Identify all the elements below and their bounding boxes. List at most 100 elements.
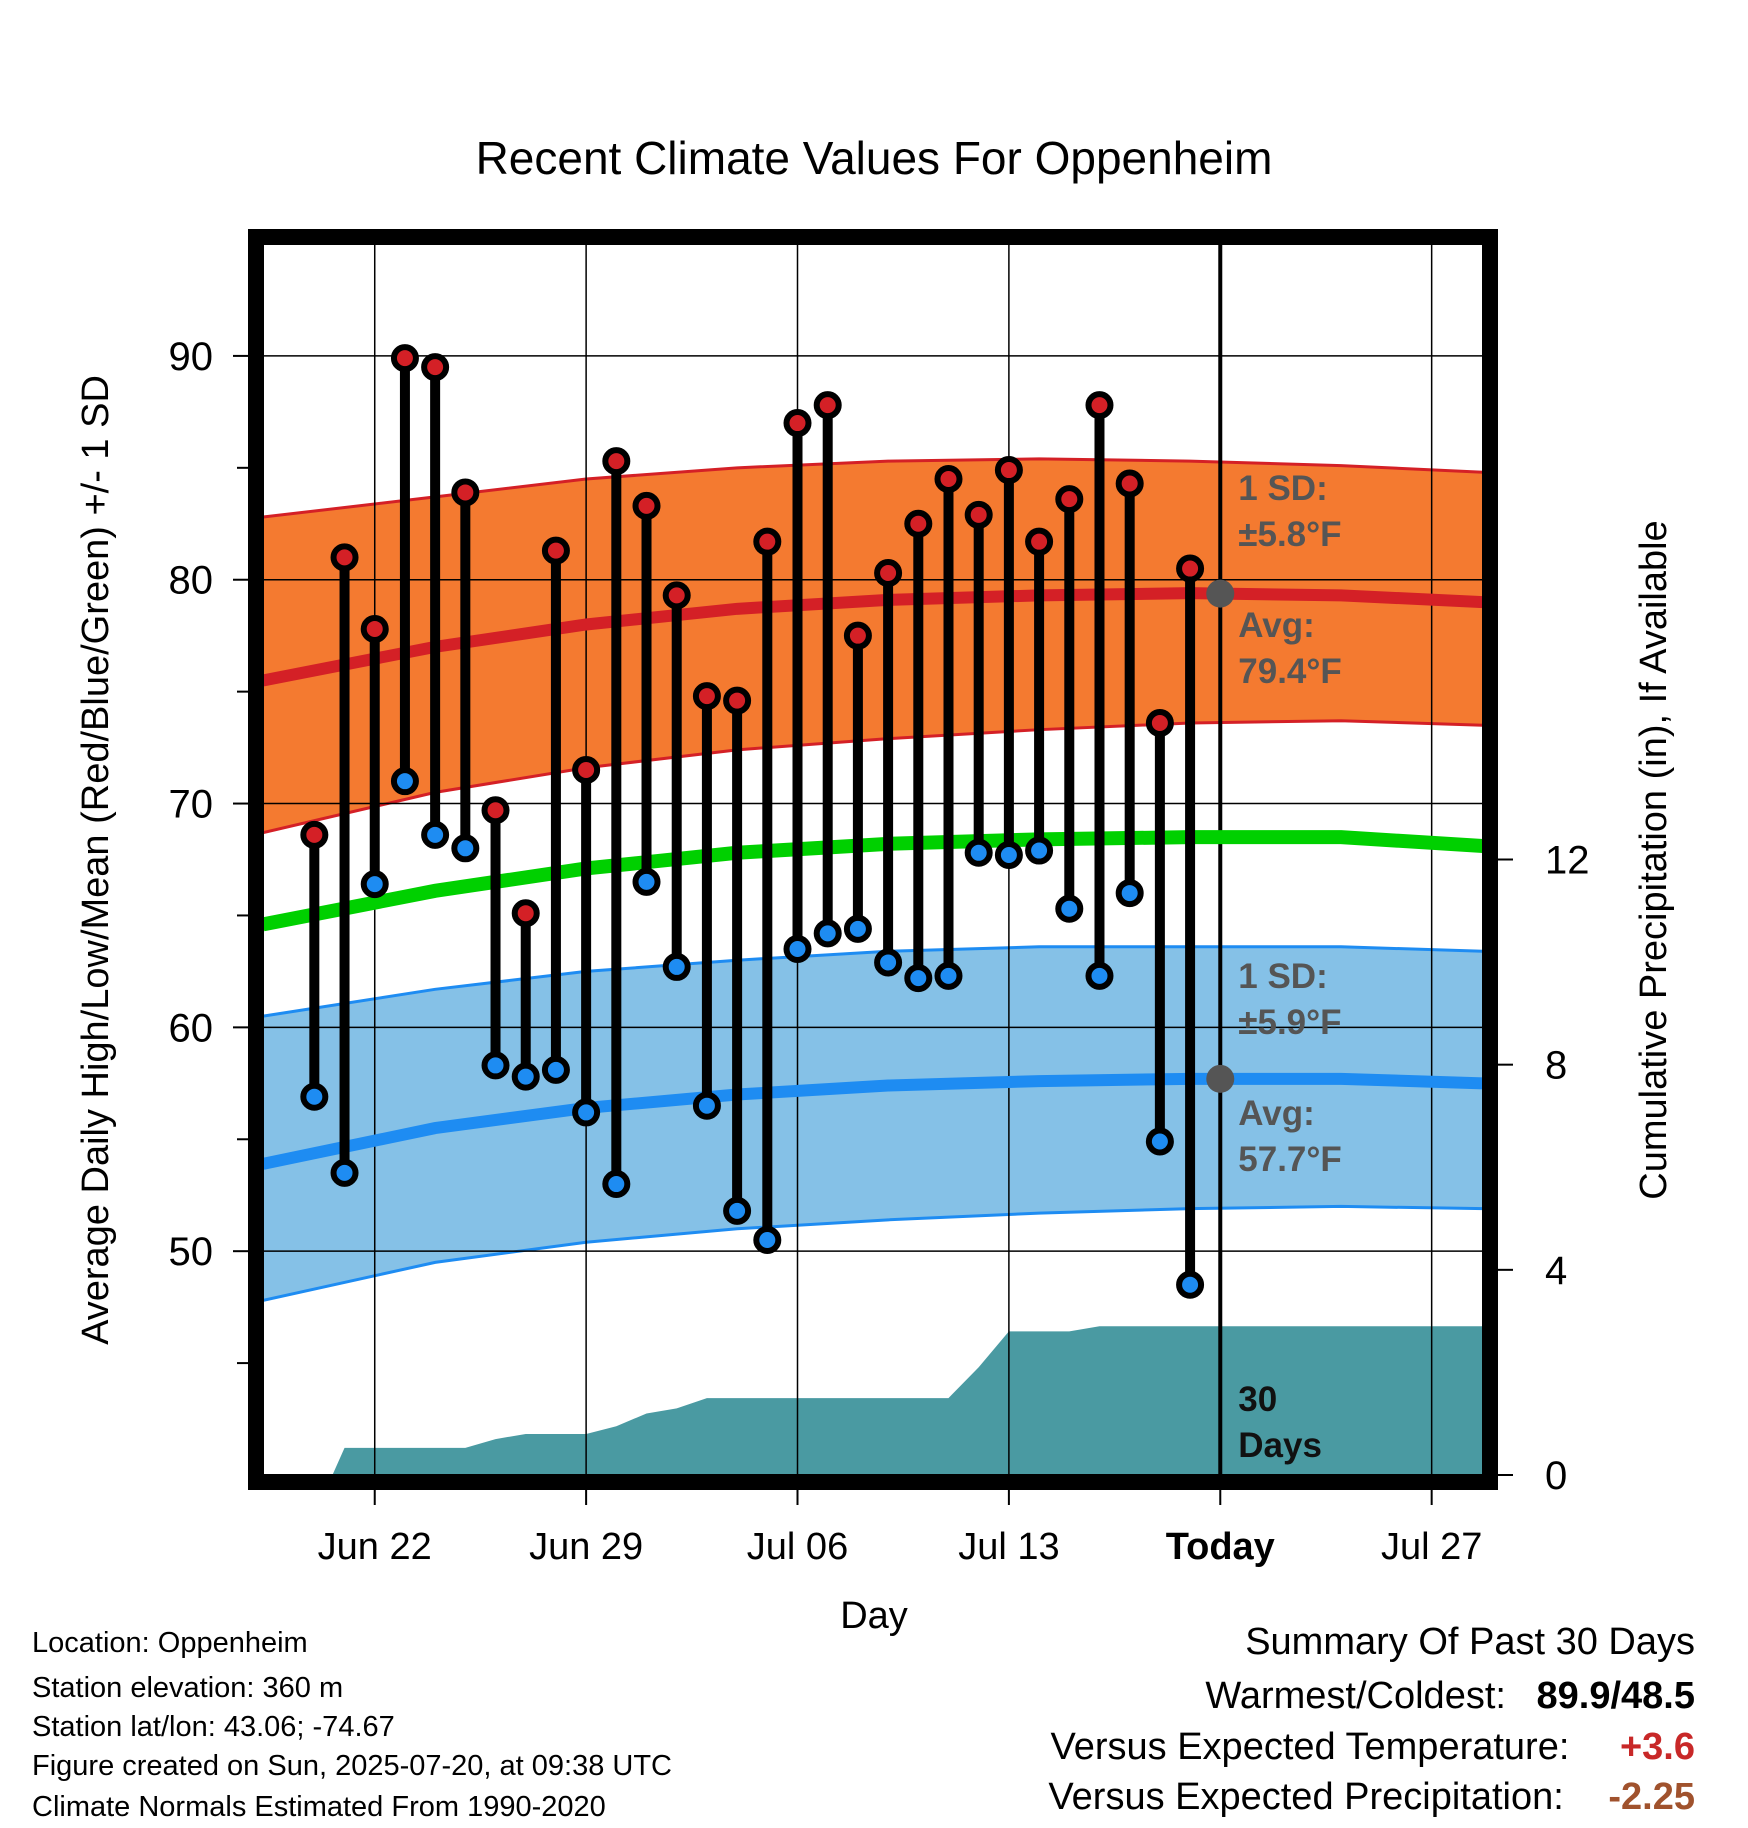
x-tick-label: Jun 22: [318, 1526, 432, 1568]
summary-heading-text: Summary Of Past 30 Days: [1245, 1621, 1695, 1663]
annotation-low-sd-value: ±5.9°F: [1238, 1003, 1341, 1042]
obs-low-dot: [1176, 1270, 1205, 1299]
obs-low-dot: [602, 1170, 631, 1199]
summary-temp: Versus Expected Temperature: +3.6: [1050, 1728, 1695, 1766]
obs-low-dot: [874, 948, 903, 977]
obs-high-dot: [964, 500, 993, 529]
obs-low-dot: [843, 914, 872, 943]
obs-low-dot: [511, 1062, 540, 1091]
obs-high-dot: [874, 559, 903, 588]
annotation-low-avg-value: 57.7°F: [1238, 1140, 1342, 1179]
obs-high-dot: [662, 581, 691, 610]
obs-high-dot: [572, 755, 601, 784]
obs-high-dot: [1055, 485, 1084, 514]
obs-low-dot: [572, 1098, 601, 1127]
x-tick-label: Jul 27: [1381, 1526, 1482, 1568]
annotation-low-avg-label: Avg:: [1238, 1094, 1314, 1133]
info-normals: Climate Normals Estimated From 1990-2020: [32, 1791, 606, 1823]
obs-low-dot: [904, 964, 933, 993]
obs-low-dot: [813, 919, 842, 948]
obs-low-dot: [330, 1158, 359, 1187]
obs-high-dot: [934, 465, 963, 494]
temp-value: +3.6: [1619, 1726, 1695, 1768]
obs-high-dot: [300, 820, 329, 849]
obs-low-dot: [753, 1225, 782, 1254]
obs-low-dot: [1145, 1127, 1174, 1156]
obs-low-dot: [541, 1055, 570, 1084]
plot-area: 1 SD: ±5.8°F Avg: 79.4°F 1 SD: ±5.9°F Avg: 57.7…: [169, 229, 1590, 1568]
x-tick-label: Jul 06: [747, 1526, 848, 1568]
obs-low-dot: [300, 1082, 329, 1111]
info-created: Figure created on Sun, 2025-07-20, at 09…: [32, 1750, 672, 1782]
info-location: Location: Oppenheim: [32, 1627, 308, 1659]
obs-high-dot: [692, 682, 721, 711]
obs-high-dot: [330, 543, 359, 572]
x-tick-label: Today: [1166, 1526, 1275, 1568]
obs-low-dot: [390, 767, 419, 796]
obs-low-dot: [783, 935, 812, 964]
info-elevation: Station elevation: 360 m: [32, 1672, 344, 1704]
low-sd-band: [263, 946, 1483, 1301]
obs-low-dot: [964, 838, 993, 867]
obs-high-dot: [1176, 554, 1205, 583]
annotation-days-count: 30: [1238, 1380, 1277, 1419]
obs-high-dot: [1085, 391, 1114, 420]
obs-high-dot: [481, 796, 510, 825]
y-tick-label: 50: [169, 1230, 214, 1274]
obs-high-dot: [1145, 708, 1174, 737]
x-tick-label: Jul 13: [958, 1526, 1059, 1568]
precip-area: [332, 1326, 1483, 1475]
summary-heading: Summary Of Past 30 Days: [1245, 1623, 1695, 1661]
obs-high-dot: [390, 344, 419, 373]
obs-low-dot: [934, 961, 963, 990]
y2-axis-label: Cumulative Precipitation (in), If Availa…: [1633, 520, 1675, 1199]
y-tick-label: 70: [169, 783, 214, 827]
obs-high-dot: [904, 509, 933, 538]
today-high-avg-marker: [1206, 579, 1235, 608]
y-tick-label: 80: [169, 559, 214, 603]
obs-high-dot: [843, 621, 872, 650]
obs-high-dot: [753, 527, 782, 556]
obs-high-dot: [511, 899, 540, 928]
obs-high-dot: [1115, 469, 1144, 498]
obs-high-dot: [602, 447, 631, 476]
obs-low-dot: [994, 841, 1023, 870]
obs-low-dot: [1055, 894, 1084, 923]
precip-value: -2.25: [1608, 1776, 1695, 1818]
obs-low-dot: [632, 867, 661, 896]
warmest-label: Warmest/Coldest:: [1205, 1675, 1506, 1717]
obs-high-dot: [632, 491, 661, 520]
annotation-low-sd-label: 1 SD:: [1238, 957, 1327, 996]
obs-high-dot: [1025, 527, 1054, 556]
low-sd-lower-edge: [263, 1204, 1483, 1302]
y-axis-label: Average Daily High/Low/Mean (Red/Blue/Gr…: [75, 375, 117, 1345]
obs-high-dot: [421, 353, 450, 382]
precip-label: Versus Expected Precipitation:: [1048, 1776, 1564, 1818]
obs-low-dot: [1025, 836, 1054, 865]
obs-low-dot: [723, 1196, 752, 1225]
temp-label: Versus Expected Temperature:: [1050, 1726, 1570, 1768]
plot-inner: 1 SD: ±5.8°F Avg: 79.4°F 1 SD: ±5.9°F Avg: 57.7…: [263, 244, 1483, 1475]
summary-precip: Versus Expected Precipitation: -2.25: [1048, 1778, 1695, 1816]
y-tick-label: 60: [169, 1006, 214, 1050]
obs-low-dot: [662, 952, 691, 981]
normal-mean-line: [263, 830, 1483, 932]
obs-low-dot: [360, 870, 389, 899]
x-axis-label: Day: [840, 1595, 908, 1637]
obs-high-dot: [541, 536, 570, 565]
obs-high-dot: [783, 409, 812, 438]
summary-warmest: Warmest/Coldest: 89.9/48.5: [1205, 1677, 1695, 1715]
normal-low-line: [263, 1072, 1483, 1170]
obs-low-dot: [1115, 879, 1144, 908]
annotation-days-label: Days: [1238, 1426, 1322, 1465]
annotation-high-sd-label: 1 SD:: [1238, 469, 1327, 508]
annotation-high-avg-value: 79.4°F: [1238, 652, 1342, 691]
chart-title: Recent Climate Values For Oppenheim: [476, 132, 1273, 184]
high-sd-upper-edge: [263, 457, 1483, 519]
obs-high-dot: [360, 614, 389, 643]
obs-low-dot: [1085, 961, 1114, 990]
y2-tick-label: 8: [1545, 1044, 1567, 1088]
info-latlon: Station lat/lon: 43.06; -74.67: [32, 1711, 395, 1743]
obs-low-dot: [692, 1091, 721, 1120]
